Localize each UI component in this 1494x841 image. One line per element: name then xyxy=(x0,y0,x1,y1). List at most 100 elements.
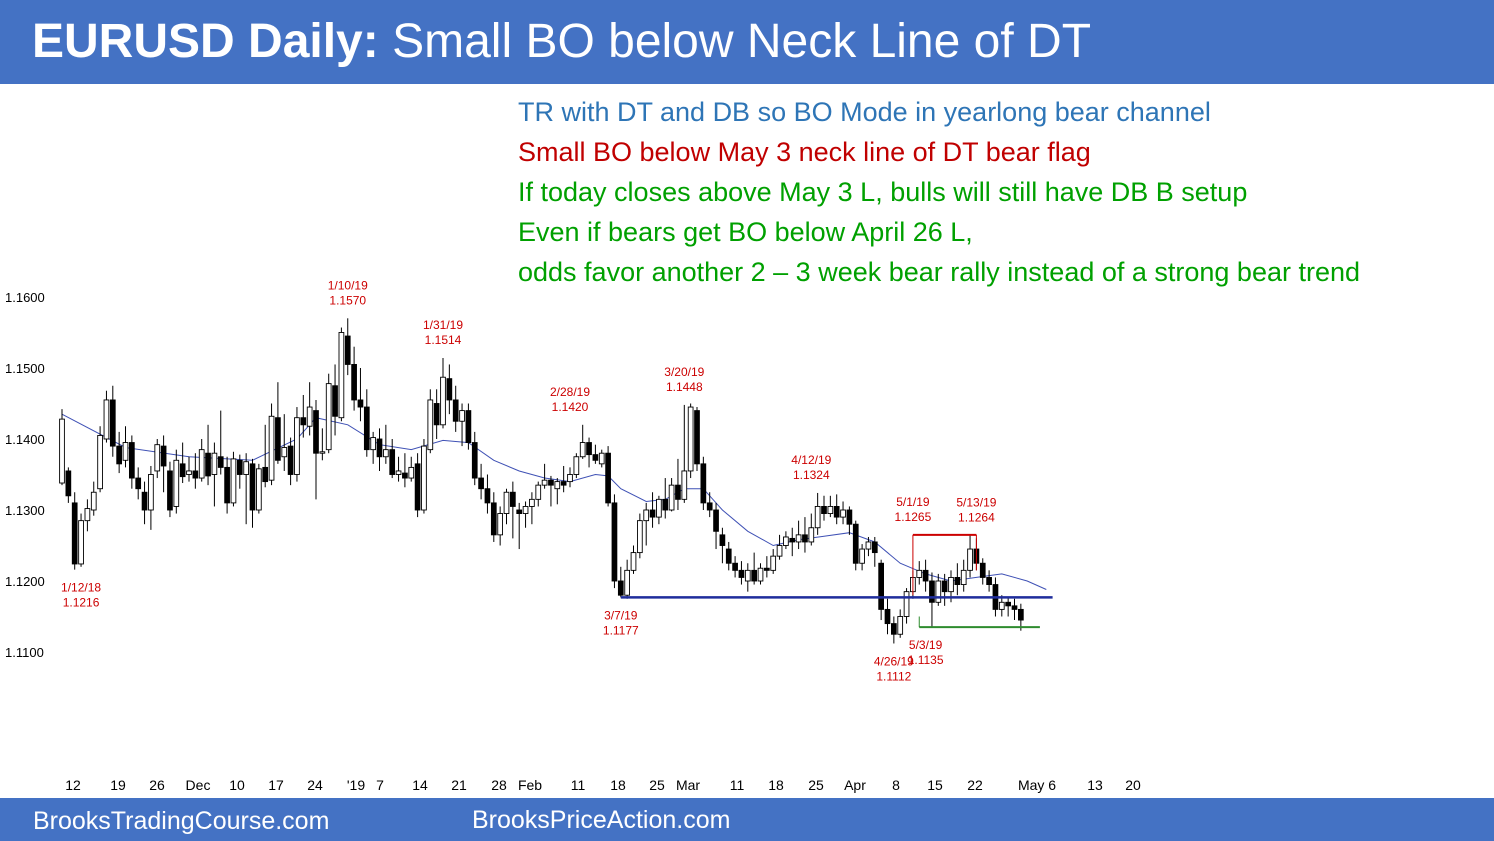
bear-candle xyxy=(351,364,357,401)
bear-candle xyxy=(891,623,897,635)
bull-candle xyxy=(90,491,97,511)
x-tick-label: Apr xyxy=(844,777,866,793)
footer-left-link[interactable]: BrooksTradingCourse.com xyxy=(33,807,330,835)
bear-candle xyxy=(344,335,351,365)
bear-candle xyxy=(586,442,592,456)
x-tick-label: '19 xyxy=(347,777,365,793)
x-tick-label: 20 xyxy=(1125,777,1141,793)
bear-candle xyxy=(446,378,453,401)
bear-candle xyxy=(605,452,611,504)
bull-candle xyxy=(630,552,637,571)
x-tick-label: 14 xyxy=(412,777,428,793)
bear-candle xyxy=(675,484,681,500)
bull-candle xyxy=(148,474,154,511)
bear-candle xyxy=(205,452,211,477)
annotation-price: 1.1177 xyxy=(603,623,639,637)
bull-candle xyxy=(78,520,84,565)
bull-candle xyxy=(554,481,561,490)
bull-candle xyxy=(967,548,973,571)
bear-candle xyxy=(649,509,656,518)
bear-candle xyxy=(884,608,891,625)
bear-candle xyxy=(402,472,408,479)
bull-candle xyxy=(598,452,605,465)
bear-candle xyxy=(751,569,758,582)
bull-candle xyxy=(427,399,434,451)
x-tick-label: May 6 xyxy=(1018,777,1056,793)
x-tick-label: 18 xyxy=(610,777,626,793)
bear-candle xyxy=(560,481,567,486)
annotation-price: 1.1112 xyxy=(876,669,911,683)
bull-candle xyxy=(897,616,904,635)
y-tick-label: 1.1200 xyxy=(5,574,45,589)
bull-candle xyxy=(421,445,427,511)
bull-candle xyxy=(808,527,815,543)
note-line: TR with DT and DB so BO Mode in yearlong… xyxy=(518,97,1211,127)
bear-candle xyxy=(262,466,269,483)
bear-candle xyxy=(376,438,383,458)
bull-candle xyxy=(624,569,631,596)
bear-candle xyxy=(249,463,256,511)
bull-candle xyxy=(770,555,777,571)
title-bar: EURUSD Daily: Small BO below Neck Line o… xyxy=(0,0,1494,84)
bear-candle xyxy=(217,456,224,468)
bear-candle xyxy=(236,459,243,475)
bull-candle xyxy=(757,567,764,582)
note-line: Small BO below May 3 neck line of DT bea… xyxy=(518,137,1091,167)
bear-candle xyxy=(713,509,719,532)
bull-candle xyxy=(186,470,192,475)
bear-candle xyxy=(929,580,935,603)
bear-candle xyxy=(433,403,440,426)
bull-candle xyxy=(859,548,865,564)
y-tick-label: 1.1500 xyxy=(5,361,45,376)
bear-candle xyxy=(275,417,281,461)
candlestick-chart: 1.1100 1.1200 1.1300 1.1400 1.1500 1.1600 12 19… xyxy=(5,278,1141,793)
bull-candle xyxy=(681,470,688,500)
x-tick-label: 28 xyxy=(491,777,507,793)
annotation-price: 1.1324 xyxy=(793,468,830,482)
bull-candle xyxy=(459,410,465,422)
bull-candle xyxy=(440,376,446,426)
bull-candle xyxy=(370,437,377,451)
bull-candle xyxy=(903,591,910,617)
annotation-price: 1.1264 xyxy=(958,511,995,525)
annotation-date: 4/26/19 xyxy=(874,654,914,668)
page-title: EURUSD Daily: Small BO below Neck Line o… xyxy=(32,14,1091,70)
bull-candle xyxy=(319,451,326,454)
bull-candle xyxy=(535,484,542,500)
y-tick-label: 1.1400 xyxy=(5,432,45,447)
bull-candle xyxy=(948,577,954,593)
bear-candle xyxy=(700,463,707,504)
bull-candle xyxy=(814,506,821,529)
bull-candle xyxy=(998,601,1005,610)
annotation-price: 1.1570 xyxy=(329,293,366,307)
bull-candle xyxy=(97,435,103,490)
bear-candle xyxy=(363,406,370,451)
bear-candle xyxy=(954,577,961,586)
bear-candle xyxy=(128,442,135,479)
x-tick-label: 11 xyxy=(730,777,745,793)
x-tick-label: 18 xyxy=(768,777,784,793)
title-subtitle: Small BO below Neck Line of DT xyxy=(392,15,1092,68)
annotation-date: 4/12/19 xyxy=(791,453,831,467)
bear-candle xyxy=(789,537,796,543)
bull-candle xyxy=(503,491,510,514)
y-tick-label: 1.1600 xyxy=(5,290,45,305)
footer-right-link[interactable]: BrooksPriceAction.com xyxy=(472,806,731,834)
bear-candle xyxy=(465,410,472,444)
commentary-notes: TR with DT and DB so BO Mode in yearlong… xyxy=(518,92,1360,292)
bull-candle xyxy=(744,569,751,582)
bear-candle xyxy=(694,410,700,465)
x-tick-label: 25 xyxy=(649,777,665,793)
bull-candle xyxy=(935,580,942,603)
bear-candle xyxy=(871,541,878,554)
bear-candle xyxy=(764,567,770,571)
x-tick-label: 15 xyxy=(927,777,943,793)
bull-candle xyxy=(529,498,535,507)
bull-candle xyxy=(637,520,643,554)
y-tick-label: 1.1100 xyxy=(5,645,44,660)
bear-candle xyxy=(414,463,421,511)
bear-candle xyxy=(109,399,116,447)
bear-candle xyxy=(548,479,554,486)
bear-candle xyxy=(389,449,396,475)
x-tick-label: 25 xyxy=(808,777,824,793)
